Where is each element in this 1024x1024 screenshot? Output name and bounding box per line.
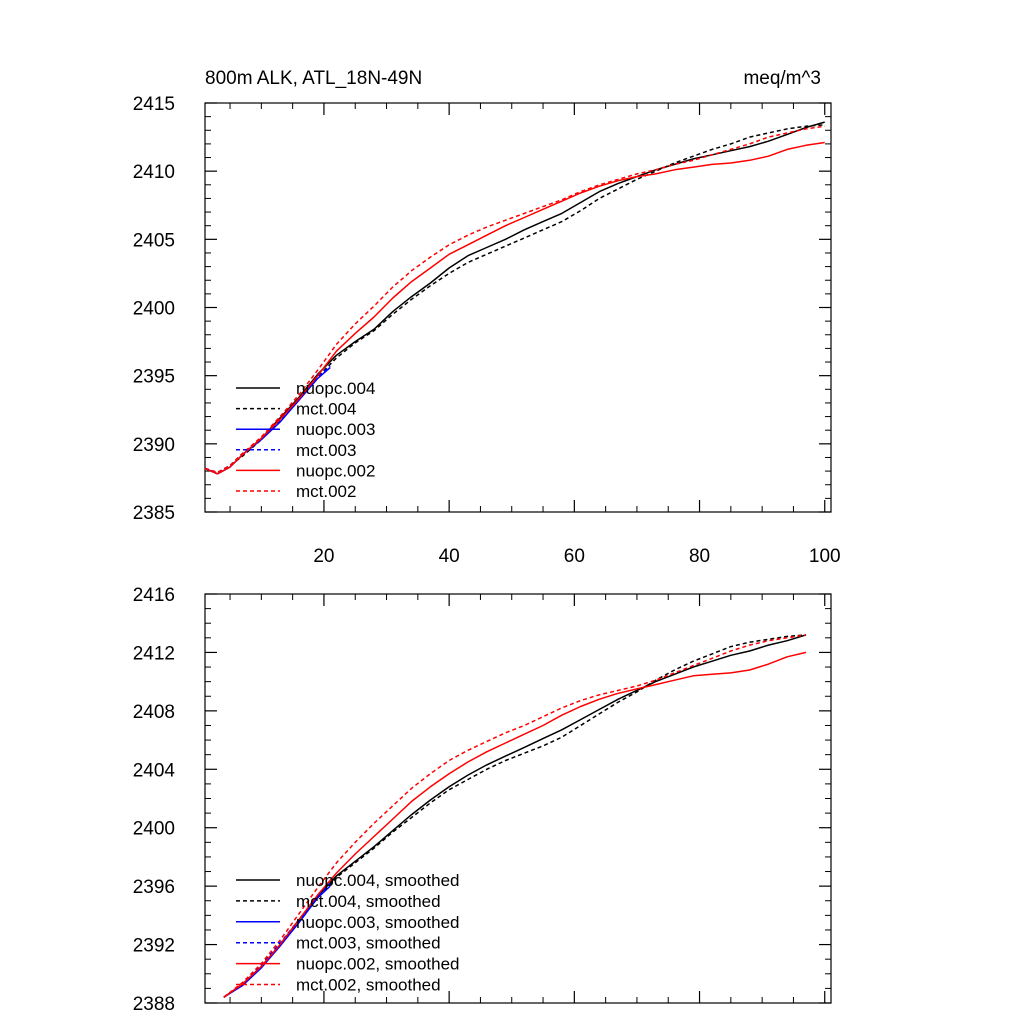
y-tick-label: 2416 <box>133 585 175 606</box>
legend-label: mct.002 <box>296 482 356 501</box>
y-tick-label: 2408 <box>133 702 175 723</box>
x-tick-label: 80 <box>689 546 710 567</box>
y-tick-label: 2400 <box>133 299 175 320</box>
y-tick-label: 2396 <box>133 877 175 898</box>
y-tick-label: 2415 <box>133 94 175 115</box>
y-tick-label: 2385 <box>133 503 175 524</box>
series-line-mct-002-smoothed <box>223 634 807 998</box>
legend-label: mct.003, smoothed <box>296 934 441 953</box>
y-tick-label: 2405 <box>133 230 175 251</box>
top-line-chart: 20 40 60 80 100 2385 2390 2395 2400 2405 2410 2415 n… <box>133 94 841 567</box>
legend-label: nuopc.003 <box>296 420 375 439</box>
legend-label: mct.004 <box>296 400 356 419</box>
legend-label: mct.004, smoothed <box>296 892 441 911</box>
bottom-line-chart: 2388 2392 2396 2400 2404 2408 2412 2416 nuopc.00… <box>133 585 832 1015</box>
x-tick-label: 100 <box>809 546 841 567</box>
series-line-nuopc-003-smoothed <box>223 885 331 998</box>
y-tick-label: 2410 <box>133 162 175 183</box>
top-title-right: meq/m^3 <box>743 68 821 89</box>
legend-label: nuopc.002 <box>296 461 375 480</box>
y-tick-label: 2390 <box>133 435 175 456</box>
x-tick-label: 60 <box>564 546 585 567</box>
legend-label: nuopc.004 <box>296 379 375 398</box>
top-title-left: 800m ALK, ATL_18N-49N <box>205 68 422 89</box>
legend-label: mct.003 <box>296 441 356 460</box>
series-line-nuopc-002 <box>204 141 825 475</box>
y-tick-label: 2392 <box>133 936 175 957</box>
legend-label: nuopc.004, smoothed <box>296 871 460 890</box>
y-tick-label: 2395 <box>133 367 175 388</box>
y-tick-label: 2412 <box>133 643 175 664</box>
x-tick-label: 20 <box>313 546 334 567</box>
series-line-mct-002 <box>204 125 825 474</box>
legend-label: mct.002, smoothed <box>296 976 441 995</box>
legend-label: nuopc.002, smoothed <box>296 955 460 974</box>
legend-label: nuopc.003, smoothed <box>296 913 460 932</box>
y-tick-label: 2400 <box>133 819 175 840</box>
y-tick-label: 2404 <box>133 760 176 781</box>
y-tick-label: 2388 <box>133 994 175 1015</box>
x-tick-label: 40 <box>439 546 460 567</box>
series-line-nuopc-002-smoothed <box>223 651 807 998</box>
